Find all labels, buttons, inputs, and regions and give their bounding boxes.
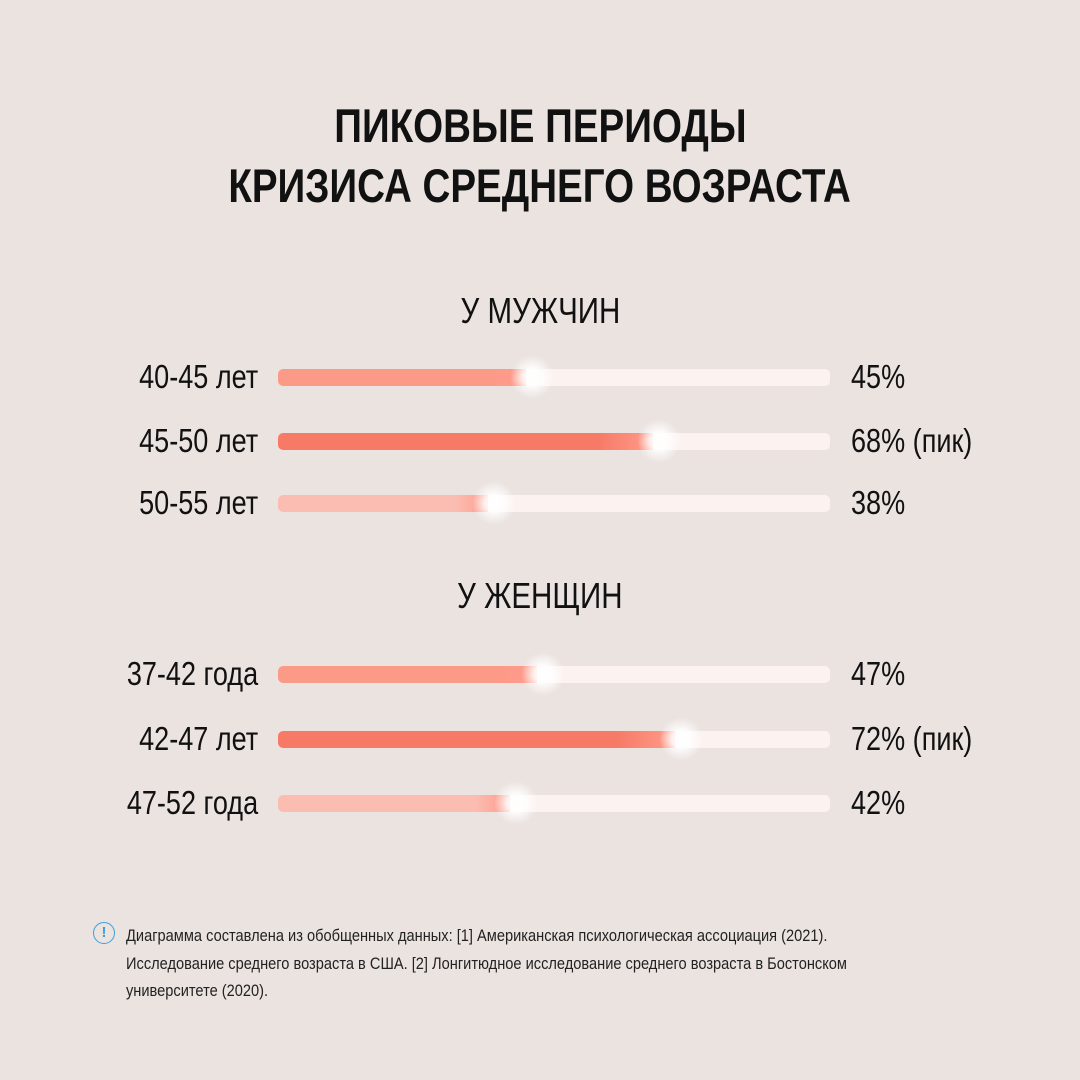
bar-track [278,355,830,399]
bar-row: 45-50 лет 68% (пик) [0,419,1080,463]
bar-glow [659,717,704,761]
value-label-text: 42% [851,784,906,821]
value-label-text: 47% [851,655,906,692]
category-label-text: 37-42 года [126,655,258,692]
value-label-text: 72% (пик) [851,720,973,757]
category-label: 45-50 лет [113,421,258,461]
section-title: У МУЖЧИН [0,290,1080,332]
section-title-text: У МУЖЧИН [460,290,620,331]
category-label: 42-47 лет [113,719,258,759]
value-label: 42% [851,783,917,823]
category-label: 50-55 лет [113,483,258,523]
value-label-text: 38% [851,484,906,521]
bar-track [278,781,830,825]
chart-title: ПИКОВЫЕ ПЕРИОДЫ КРИЗИСА СРЕДНЕГО ВОЗРАСТ… [0,96,1080,216]
bar-row: 37-42 года 47% [0,652,1080,696]
value-label: 38% [851,483,917,523]
title-line-2: КРИЗИСА СРЕДНЕГО ВОЗРАСТА [228,159,852,212]
bar [278,369,527,386]
value-label-text: 68% (пик) [851,422,973,459]
title-line-1: ПИКОВЫЕ ПЕРИОДЫ [333,99,747,152]
category-label-text: 42-47 лет [138,720,258,757]
info-icon: ! [93,922,115,944]
category-label-text: 50-55 лет [138,484,258,521]
footnote-line: Диаграмма составлена из обобщенных данны… [126,926,828,945]
bar-glow [510,355,555,399]
bar [278,495,488,512]
footnote-line: Исследование среднего возраста в США. [2… [126,953,847,973]
category-label-text: 40-45 лет [138,358,258,395]
category-label: 40-45 лет [113,357,258,397]
bar-glow [521,652,566,696]
bar [278,433,654,450]
bar [278,795,510,812]
value-label: 45% [851,357,917,397]
bar-row: 42-47 лет 72% (пик) [0,717,1080,761]
footnote: Диаграмма составлена из обобщенных данны… [126,922,926,1005]
value-label: 68% (пик) [851,421,999,461]
value-label-text: 45% [851,358,906,395]
bar [278,666,538,683]
footnote-line: университете (2020). [126,981,269,1000]
value-label: 72% (пик) [851,719,999,759]
bar-row: 50-55 лет 38% [0,481,1080,525]
bar-track [278,652,830,696]
bar-glow [471,481,516,525]
value-label: 47% [851,654,917,694]
section-title-text: У ЖЕНЩИН [457,575,623,616]
bar-glow [493,781,538,825]
bar-track [278,419,830,463]
section-title: У ЖЕНЩИН [0,575,1080,617]
bar-row: 40-45 лет 45% [0,355,1080,399]
category-label: 47-52 года [98,783,258,823]
bar [278,731,676,748]
bar-glow [637,419,682,463]
category-label-text: 45-50 лет [138,422,258,459]
bar-row: 47-52 года 42% [0,781,1080,825]
category-label-text: 47-52 года [126,784,258,821]
bar-track [278,481,830,525]
bar-track [278,717,830,761]
category-label: 37-42 года [98,654,258,694]
